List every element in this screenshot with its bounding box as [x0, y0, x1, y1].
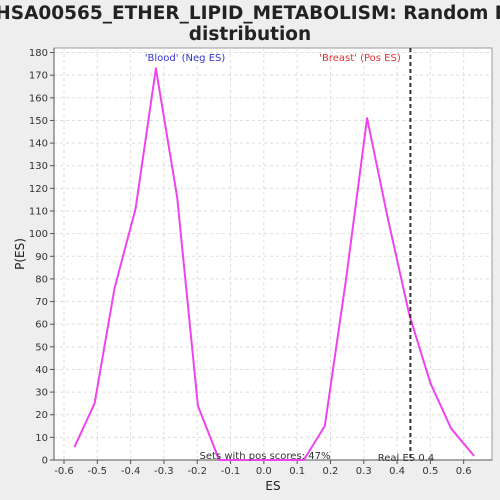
series-point-0-4 [155, 67, 157, 70]
y-tick-label-13: 130 [29, 161, 48, 172]
plot-area [53, 47, 493, 461]
y-tick-label-1: 10 [35, 433, 48, 444]
y-axis-label: P(ES) [13, 238, 27, 270]
series-point-0-19 [472, 454, 475, 457]
y-tick-label-16: 160 [29, 93, 48, 104]
chart-title-line-1: HSA00565_ETHER_LIPID_METABOLISM: Random … [0, 3, 500, 24]
x-tick-label-9: 0.3 [356, 466, 372, 477]
y-tick-label-18: 180 [29, 48, 48, 59]
y-tick-label-0: 0 [42, 456, 48, 467]
series-line-0 [73, 67, 475, 461]
x-tick-label-8: 0.2 [323, 466, 339, 477]
pos-scores-label: Sets with pos scores: 47% [200, 451, 331, 462]
y-tick-label-6: 60 [35, 320, 48, 331]
x-tick-label-6: 0.0 [256, 466, 272, 477]
y-tick-label-14: 140 [29, 139, 48, 150]
y-tick-label-5: 50 [35, 342, 48, 353]
chart-title-line-2: distribution [189, 24, 311, 45]
y-tick-label-2: 20 [35, 410, 48, 421]
series-point-0-5 [176, 196, 179, 199]
x-axis-ticks: -0.6 -0.5 -0.4 -0.3 -0.2 -0.1 0.0 0.1 0.2 0.3 0.4 0… [54, 460, 472, 477]
y-tick-label-15: 150 [29, 116, 48, 127]
x-tick-label-11: 0.5 [422, 466, 438, 477]
y-tick-label-12: 120 [29, 184, 48, 195]
real-es-label: Real ES 0.4 [378, 453, 434, 464]
series-point-0-17 [429, 382, 432, 384]
y-axis-ticks: 0 10 20 30 40 50 60 70 80 90 100 110 120 130 140 150 160… [29, 48, 54, 467]
series-point-0-11 [302, 459, 305, 461]
y-tick-label-7: 70 [35, 297, 48, 308]
series-point-0-18 [450, 427, 452, 430]
x-tick-label-5: -0.1 [221, 466, 241, 477]
series-layer [73, 67, 475, 461]
x-tick-label-7: 0.1 [289, 466, 305, 477]
series-point-0-6 [196, 404, 199, 407]
x-tick-label-4: -0.2 [187, 466, 207, 477]
y-tick-label-9: 90 [35, 252, 48, 263]
series-point-0-12 [323, 425, 326, 427]
series-point-0-7 [218, 459, 221, 461]
x-tick-label-12: 0.6 [456, 466, 472, 477]
series-point-0-3 [134, 207, 137, 210]
x-tick-label-3: -0.3 [154, 466, 174, 477]
y-tick-label-3: 30 [35, 388, 48, 399]
series-point-0-14 [366, 117, 368, 120]
series-point-0-15 [386, 216, 389, 219]
x-axis-label: ES [265, 479, 280, 493]
series-point-0-9 [262, 459, 265, 461]
neg-es-label: 'Blood' (Neg ES) [145, 53, 226, 64]
x-tick-label-1: -0.5 [88, 466, 108, 477]
series-point-0-13 [345, 278, 348, 280]
y-tick-label-4: 40 [35, 365, 48, 376]
series-point-0-2 [113, 287, 116, 289]
y-tick-label-17: 170 [29, 71, 48, 82]
x-tick-label-10: 0.4 [389, 466, 405, 477]
series-point-0-0 [73, 445, 76, 448]
series-point-0-8 [239, 459, 242, 461]
x-tick-label-0: -0.6 [54, 466, 74, 477]
x-tick-label-2: -0.4 [121, 466, 141, 477]
series-point-0-1 [93, 402, 96, 405]
series-point-0-10 [282, 459, 285, 461]
y-tick-label-8: 80 [35, 274, 48, 285]
pos-es-label: 'Breast' (Pos ES) [319, 53, 401, 64]
y-tick-label-10: 100 [29, 229, 48, 240]
y-tick-label-11: 110 [29, 206, 48, 217]
